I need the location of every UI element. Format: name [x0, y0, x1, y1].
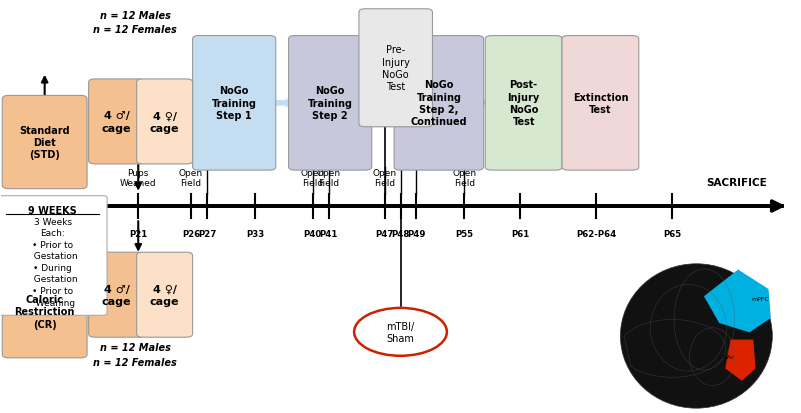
- Text: Open
Field: Open Field: [300, 169, 324, 188]
- Text: • Prior to: • Prior to: [32, 240, 73, 249]
- Text: P47: P47: [375, 229, 394, 238]
- Text: 4 ♀/
cage: 4 ♀/ cage: [150, 284, 179, 306]
- Text: Weaning: Weaning: [30, 298, 75, 307]
- Text: NoGo
Training
Step 2,
Continued: NoGo Training Step 2, Continued: [411, 80, 467, 127]
- Text: P26: P26: [182, 229, 200, 238]
- FancyBboxPatch shape: [562, 36, 638, 171]
- Polygon shape: [725, 340, 755, 381]
- Text: Pre-
Injury
NoGo
Test: Pre- Injury NoGo Test: [382, 45, 409, 92]
- Text: P55: P55: [456, 229, 473, 238]
- Text: Post-
Injury
NoGo
Test: Post- Injury NoGo Test: [508, 80, 540, 127]
- Text: P65: P65: [663, 229, 682, 238]
- Text: n = 12 Males: n = 12 Males: [99, 342, 171, 352]
- Text: P48: P48: [392, 229, 409, 238]
- Text: 4 ♀/
cage: 4 ♀/ cage: [150, 111, 179, 133]
- Text: NoGo
Training
Step 2: NoGo Training Step 2: [308, 86, 352, 121]
- Text: mTBI/
Sham: mTBI/ Sham: [386, 321, 415, 343]
- Text: Caloric
Restriction
(CR): Caloric Restriction (CR): [14, 294, 74, 329]
- Text: Open
Field: Open Field: [372, 169, 396, 188]
- Text: P41: P41: [320, 229, 338, 238]
- Text: 9 WEEKS: 9 WEEKS: [28, 206, 77, 216]
- Text: Open
Field: Open Field: [316, 169, 340, 188]
- Text: Open
Field: Open Field: [453, 169, 477, 188]
- Text: NoGo
Training
Step 1: NoGo Training Step 1: [211, 86, 256, 121]
- Text: P33: P33: [246, 229, 264, 238]
- Text: • Prior to: • Prior to: [32, 286, 73, 295]
- Text: Open
Field: Open Field: [179, 169, 203, 188]
- FancyBboxPatch shape: [137, 80, 192, 164]
- FancyBboxPatch shape: [89, 253, 145, 337]
- Text: Extinction
Test: Extinction Test: [573, 93, 628, 115]
- Text: n = 12 Females: n = 12 Females: [93, 25, 177, 36]
- Text: n = 12 Females: n = 12 Females: [93, 357, 177, 367]
- FancyBboxPatch shape: [2, 96, 87, 189]
- FancyBboxPatch shape: [192, 36, 276, 171]
- FancyBboxPatch shape: [359, 10, 433, 128]
- FancyBboxPatch shape: [2, 265, 87, 358]
- Text: Pups
Weaned: Pups Weaned: [120, 169, 156, 188]
- Polygon shape: [704, 270, 771, 332]
- Text: SACRIFICE: SACRIFICE: [706, 178, 767, 188]
- Text: P61: P61: [511, 229, 529, 238]
- Text: Each:: Each:: [40, 229, 65, 238]
- Text: Standard
Diet
(STD): Standard Diet (STD): [19, 125, 70, 160]
- Text: 4 ♂/
cage: 4 ♂/ cage: [102, 111, 131, 133]
- Text: P27: P27: [198, 229, 216, 238]
- FancyBboxPatch shape: [485, 36, 562, 171]
- FancyBboxPatch shape: [0, 196, 107, 316]
- Text: n = 12 Males: n = 12 Males: [99, 11, 171, 21]
- Text: Gestation: Gestation: [28, 275, 78, 284]
- Text: Gestation: Gestation: [28, 252, 78, 261]
- Text: P21: P21: [129, 229, 147, 238]
- Text: • During: • During: [34, 263, 72, 272]
- Text: P49: P49: [407, 229, 425, 238]
- Text: 4 ♂/
cage: 4 ♂/ cage: [102, 284, 131, 306]
- Text: NAc: NAc: [722, 354, 735, 359]
- FancyBboxPatch shape: [89, 80, 145, 164]
- FancyBboxPatch shape: [394, 36, 484, 171]
- Text: P40: P40: [304, 229, 322, 238]
- Ellipse shape: [621, 264, 772, 408]
- Text: P62-P64: P62-P64: [576, 229, 617, 238]
- Text: mPFC: mPFC: [751, 296, 769, 301]
- FancyBboxPatch shape: [137, 253, 192, 337]
- Text: 3 Weeks: 3 Weeks: [34, 217, 72, 226]
- FancyBboxPatch shape: [288, 36, 372, 171]
